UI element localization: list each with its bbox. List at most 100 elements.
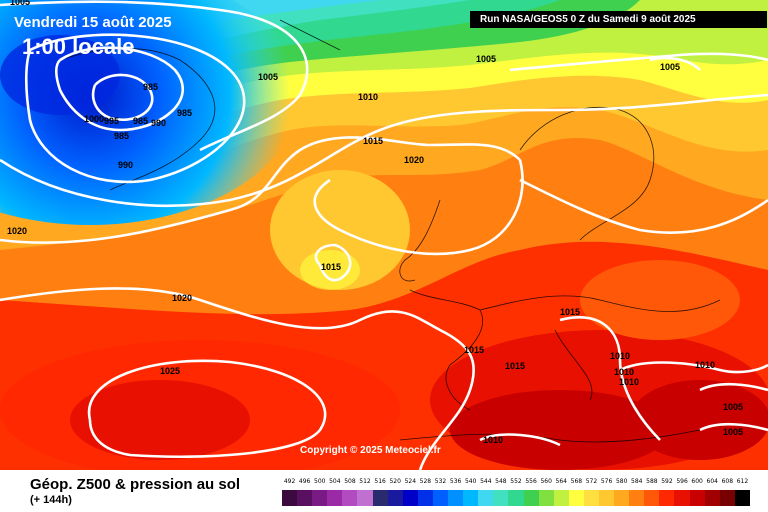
isobar-label: 1020 [172, 293, 192, 303]
scale-tick-label: 560 [540, 478, 552, 485]
scale-tick-label: 528 [419, 478, 432, 485]
scale-swatch [297, 490, 313, 506]
scale-swatch [357, 490, 373, 506]
scale-tick-label: 576 [600, 478, 613, 485]
scale-swatch [674, 490, 690, 506]
scale-tick-label: 568 [570, 478, 583, 485]
scale-swatch [417, 490, 433, 506]
isobar-label: 1015 [363, 136, 383, 146]
color-scale-bar [282, 490, 750, 506]
scale-swatch [402, 490, 418, 506]
isobar-label: 1005 [660, 62, 680, 72]
isobar-label: 1015 [560, 307, 580, 317]
isobar-label: 1020 [404, 155, 424, 165]
isobar-label: 1005 [10, 0, 30, 7]
model-run-label: Run NASA/GEOS5 0 Z du Samedi 9 août 2025 [470, 11, 767, 28]
scale-swatch [568, 490, 584, 506]
scale-swatch [387, 490, 403, 506]
scale-swatch [372, 490, 388, 506]
scale-swatch [659, 490, 675, 506]
isobar-label: 1015 [321, 262, 341, 272]
scale-tick-label: 540 [464, 478, 477, 485]
forecast-date: Vendredi 15 août 2025 [14, 14, 172, 31]
scale-tick-label: 496 [298, 478, 311, 485]
scale-tick-label: 532 [434, 478, 447, 485]
scale-swatch [644, 490, 660, 506]
scale-tick-label: 520 [389, 478, 401, 485]
scale-swatch [432, 490, 449, 506]
scale-swatch [508, 490, 524, 506]
isobar-label: 1020 [7, 226, 27, 236]
scale-tick-label: 548 [495, 478, 507, 485]
scale-tick-label: 588 [646, 478, 658, 485]
scale-swatch [493, 490, 509, 506]
isobar-labels: 1005 1005 1005 1005 1010 985 985 985 985… [7, 0, 743, 445]
color-scale-labels: 492 496 500 504 508 512 516 520 524 528 532 536 540 5… [282, 478, 750, 490]
scale-swatch [282, 490, 298, 506]
scale-swatch [583, 490, 599, 506]
isobar-label: 1010 [610, 351, 630, 361]
isobar-label: 1010 [695, 360, 715, 370]
isobar-label: 1005 [476, 54, 496, 64]
copyright-notice: Copyright © 2025 Meteociel.fr [300, 445, 441, 456]
scale-swatch [719, 490, 735, 506]
scale-swatch [734, 490, 750, 506]
scale-tick-label: 524 [404, 478, 417, 485]
isobar-lines [0, 0, 768, 470]
isobar-label: 985 [177, 108, 192, 118]
isobar-label: 1015 [464, 345, 484, 355]
isobar-label: 1015 [505, 361, 525, 371]
scale-swatch [478, 490, 494, 506]
scale-swatch [538, 490, 554, 506]
isobar-label: 1005 [723, 402, 743, 412]
isobar-label: 1010 [614, 367, 634, 377]
scale-tick-label: 508 [344, 478, 356, 485]
isobar-label: 1010 [619, 377, 639, 387]
weather-map: 1005 1005 1005 1005 1010 985 985 985 985… [0, 0, 768, 470]
scale-tick-label: 572 [585, 478, 598, 485]
scale-tick-label: 564 [555, 478, 567, 485]
scale-tick-label: 556 [525, 478, 537, 485]
scale-tick-label: 544 [480, 478, 492, 485]
scale-tick-label: 612 [736, 478, 749, 485]
legend-title: Géop. Z500 & pression au sol [30, 476, 241, 493]
scale-tick-label: 596 [676, 478, 688, 485]
scale-tick-label: 512 [359, 478, 371, 485]
scale-swatch [342, 490, 358, 506]
scale-swatch [598, 490, 615, 506]
scale-swatch [629, 490, 645, 506]
scale-swatch [704, 490, 720, 506]
legend-panel: Géop. Z500 & pression au sol (+ 144h) 49… [0, 470, 768, 512]
isobar-label: 985 [114, 131, 129, 141]
isobar-label: 990 [151, 118, 166, 128]
scale-tick-label: 592 [661, 478, 673, 485]
isobar-label: 1005 [258, 72, 278, 82]
scale-swatch [448, 490, 464, 506]
scale-tick-label: 504 [329, 478, 341, 485]
scale-tick-label: 608 [721, 478, 734, 485]
forecast-time: 1:00 locale [22, 34, 135, 59]
scale-swatch [553, 490, 569, 506]
isobar-label: 1005 [723, 427, 743, 437]
scale-tick-label: 500 [314, 478, 326, 485]
isobar-label: 985 [143, 82, 158, 92]
scale-tick-label: 536 [449, 478, 462, 485]
scale-swatch [312, 490, 328, 506]
scale-swatch [463, 490, 479, 506]
isobar-label: 1000 [84, 114, 104, 124]
isobar-label: 1025 [160, 366, 180, 376]
scale-tick-label: 580 [615, 478, 628, 485]
scale-tick-label: 584 [631, 478, 643, 485]
scale-swatch [523, 490, 539, 506]
scale-swatch [689, 490, 705, 506]
scale-tick-label: 604 [706, 478, 718, 485]
geopotential-field: 1005 1005 1005 1005 1010 985 985 985 985… [0, 0, 768, 470]
isobar-label: 995 [104, 116, 119, 126]
scale-tick-label: 492 [283, 478, 296, 485]
scale-tick-label: 600 [691, 478, 703, 485]
scale-tick-label: 516 [374, 478, 386, 485]
isobar-label: 1010 [483, 435, 503, 445]
isobar-label: 985 [133, 116, 148, 126]
scale-swatch [327, 490, 343, 506]
scale-tick-label: 552 [510, 478, 522, 485]
